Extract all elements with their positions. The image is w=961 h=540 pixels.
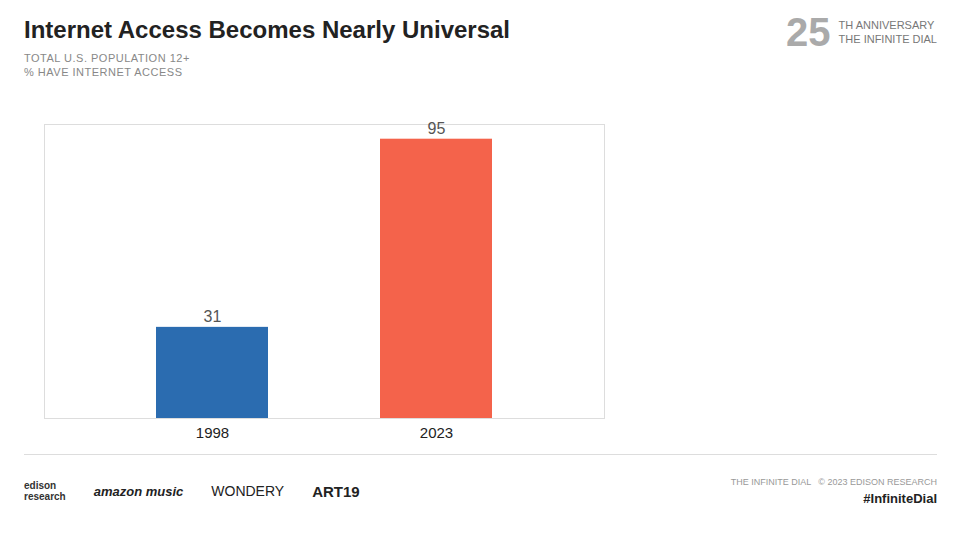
html-text:edison research: edison research (24, 480, 66, 502)
html-text:TH ANNIVERSARY: TH ANNIVERSARY (838, 19, 935, 31)
html-text:THE INFINITE DIAL: THE INFINITE DIAL (838, 33, 937, 45)
html-text:% HAVE INTERNET ACCESS: % HAVE INTERNET ACCESS (24, 66, 183, 78)
html-text:#InfiniteDial: #InfiniteDial (863, 490, 937, 506)
html-text:THE INFINITE DIAL © 2023 EDISO: THE INFINITE DIAL © 2023 EDISON RESEARCH (730, 476, 937, 487)
svg-text:1998: 1998 (196, 424, 229, 441)
svg-text:2023: 2023 (420, 424, 453, 441)
html-text:25: 25 (786, 10, 831, 54)
html-text:WONDERY: WONDERY (211, 483, 285, 499)
html-text:amazon music: amazon music (93, 483, 184, 499)
svg-text:95: 95 (428, 120, 446, 137)
html-text:ART19: ART19 (312, 482, 360, 500)
html-text:TOTAL U.S. POPULATION 12+: TOTAL U.S. POPULATION 12+ (24, 52, 190, 64)
svg-text:31: 31 (204, 308, 222, 325)
html-text:Internet Access Becomes Nearly: Internet Access Becomes Nearly Universal (24, 16, 510, 43)
